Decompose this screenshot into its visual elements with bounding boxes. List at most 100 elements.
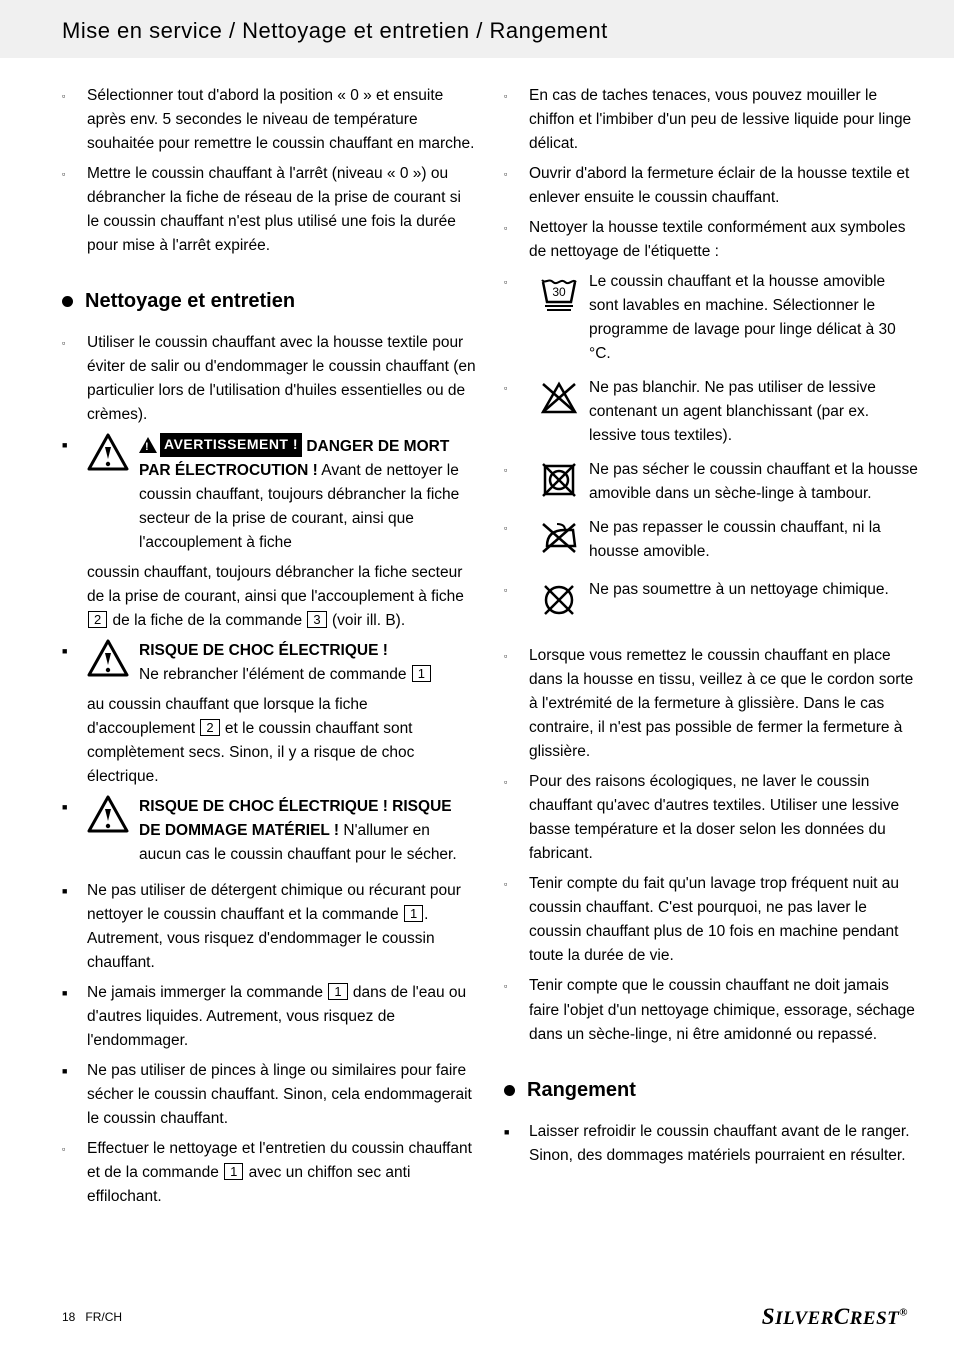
svg-text:30: 30 [552, 285, 566, 299]
section-heading: Nettoyage et entretien [62, 286, 476, 317]
list-item: ■ AVERTISSEM [62, 433, 476, 633]
item-text: Ne jamais immerger la commande 1 dans de… [87, 981, 476, 1053]
badge-triangle-icon [139, 437, 157, 453]
care-text: Le coussin chauffant et la housse amovib… [589, 270, 918, 366]
ref-label: 3 [307, 611, 326, 628]
warning-text: Ne rebrancher l'élément de commande [139, 666, 411, 683]
bullet-hollow: ▫ [62, 1137, 87, 1209]
section-heading: Rangement [504, 1075, 918, 1106]
list-item: ▫ Pour des raisons écologiques, ne laver… [504, 770, 918, 866]
list-item: ▫ Ne pas repasser le coussin chauffant, … [504, 516, 918, 568]
list-item: ■ Laisser refroidir le coussin chauffant… [504, 1120, 918, 1168]
warning-text: de la fiche de la commande [108, 612, 306, 629]
list-item: ■ RISQUE DE CHOC ÉLECTRIQUE ! RISQUE DE … [62, 795, 476, 873]
bullet-hollow: ▫ [504, 872, 529, 968]
bullet-hollow: ▫ [504, 770, 529, 866]
item-text: Effectuer le nettoyage et l'entretien du… [87, 1137, 476, 1209]
bullet-solid: ■ [504, 1120, 529, 1168]
list-item: ▫ Ne pas soumettre à un nettoyage chimiq… [504, 578, 918, 624]
list-item: ▫ 30 Le coussin chauffant et [504, 270, 918, 370]
bullet-solid: ■ [62, 433, 87, 633]
ref-label: 1 [224, 1163, 243, 1180]
item-text: Tenir compte du fait qu'un lavage trop f… [529, 872, 918, 968]
bullet-hollow: ▫ [62, 331, 87, 427]
item-text: En cas de taches tenaces, vous pouvez mo… [529, 84, 918, 156]
warning-bold: RISQUE DE CHOC ÉLECTRIQUE ! [139, 642, 388, 659]
wash-30-icon: 30 [529, 270, 589, 366]
warning-block: RISQUE DE CHOC ÉLECTRIQUE ! RISQUE DE DO… [87, 795, 476, 873]
list-item: ▫ En cas de taches tenaces, vous pouvez … [504, 84, 918, 156]
bullet-solid: ■ [62, 639, 87, 789]
bullet-solid: ■ [62, 879, 87, 975]
bullet-hollow: ▫ [504, 974, 529, 1046]
avertissement-badge: AVERTISSEMENT ! [139, 433, 302, 457]
no-dry-clean-icon [529, 578, 589, 620]
item-text: Ne pas utiliser de détergent chimique ou… [87, 879, 476, 975]
bullet-hollow: ▫ [504, 516, 529, 568]
bullet-hollow: ▫ [62, 162, 87, 258]
item-text: Pour des raisons écologiques, ne laver l… [529, 770, 918, 866]
list-item: ▫ Utiliser le coussin chauffant avec la … [62, 331, 476, 427]
warning-triangle-icon [87, 639, 135, 687]
item-text: Nettoyer la housse textile conformément … [529, 216, 918, 264]
care-text: Ne pas blanchir. Ne pas utiliser de less… [589, 376, 918, 448]
bullet-hollow: ▫ [504, 578, 529, 624]
list-item: ■ Ne pas utiliser de détergent chimique … [62, 879, 476, 975]
item-text: Utiliser le coussin chauffant avec la ho… [87, 331, 476, 427]
left-column: ▫ Sélectionner tout d'abord la position … [62, 84, 476, 1215]
item-text: Ouvrir d'abord la fermeture éclair de la… [529, 162, 918, 210]
item-text: Laisser refroidir le coussin chauffant a… [529, 1120, 918, 1168]
warning-triangle-icon [87, 433, 135, 555]
care-text: Ne pas soumettre à un nettoyage chimique… [589, 578, 918, 620]
right-column: ▫ En cas de taches tenaces, vous pouvez … [504, 84, 918, 1215]
list-item: ▫ Ouvrir d'abord la fermeture éclair de … [504, 162, 918, 210]
list-item: ▫ Lorsque vous remettez le coussin chauf… [504, 644, 918, 764]
bullet-hollow: ▫ [504, 216, 529, 264]
list-item: ▫ Ne pas sécher le coussin chauffant et … [504, 458, 918, 510]
warning-block: RISQUE DE CHOC ÉLECTRIQUE ! Ne rebranche… [87, 639, 476, 789]
no-iron-icon [529, 516, 589, 564]
section-dot-icon [62, 296, 73, 307]
ref-label: 1 [404, 905, 423, 922]
warning-block: AVERTISSEMENT ! DANGER DE MORT PAR ÉLECT… [87, 433, 476, 633]
list-item: ■ RISQUE DE CHOC ÉLECTRIQUE ! Ne [62, 639, 476, 789]
footer-page-info: 18 FR/CH [62, 1310, 122, 1324]
ref-label: 2 [200, 719, 219, 736]
item-text: Ne pas utiliser de pinces à linge ou sim… [87, 1059, 476, 1131]
ref-label: 2 [88, 611, 107, 628]
no-tumble-dry-icon [529, 458, 589, 506]
item-text: Sélectionner tout d'abord la position « … [87, 84, 476, 156]
bullet-hollow: ▫ [62, 84, 87, 156]
item-text: Tenir compte que le coussin chauffant ne… [529, 974, 918, 1046]
bullet-hollow: ▫ [504, 644, 529, 764]
page-header: Mise en service / Nettoyage et entretien… [0, 0, 954, 58]
warning-triangle-icon [87, 795, 135, 867]
ref-label: 1 [328, 983, 347, 1000]
section-title: Nettoyage et entretien [85, 286, 295, 317]
item-text: Mettre le coussin chauffant à l'arrêt (n… [87, 162, 476, 258]
bullet-hollow: ▫ [504, 270, 529, 370]
bullet-solid: ■ [62, 795, 87, 873]
list-item: ▫ Tenir compte que le coussin chauffant … [504, 974, 918, 1046]
bullet-solid: ■ [62, 981, 87, 1053]
section-dot-icon [504, 1085, 515, 1096]
care-text: Ne pas repasser le coussin chauffant, ni… [589, 516, 918, 564]
list-item: ▫ Sélectionner tout d'abord la position … [62, 84, 476, 156]
list-item: ▫ Tenir compte du fait qu'un lavage trop… [504, 872, 918, 968]
bullet-hollow: ▫ [504, 84, 529, 156]
list-item: ▫ Ne pas blanchir. Ne pas utiliser de le… [504, 376, 918, 452]
section-title: Rangement [527, 1075, 636, 1106]
list-item: ▫ Nettoyer la housse textile conformémen… [504, 216, 918, 264]
bullet-hollow: ▫ [504, 458, 529, 510]
care-text: Ne pas sécher le coussin chauffant et la… [589, 458, 918, 506]
page-footer: 18 FR/CH SILVERCREST® [62, 1304, 908, 1330]
list-item: ■ Ne pas utiliser de pinces à linge ou s… [62, 1059, 476, 1131]
content-columns: ▫ Sélectionner tout d'abord la position … [0, 58, 954, 1215]
badge-text: AVERTISSEMENT ! [160, 433, 302, 457]
list-item: ■ Ne jamais immerger la commande 1 dans … [62, 981, 476, 1053]
bullet-solid: ■ [62, 1059, 87, 1131]
list-item: ▫ Effectuer le nettoyage et l'entretien … [62, 1137, 476, 1209]
page-lang: FR/CH [85, 1310, 122, 1324]
warning-text: coussin chauffant, toujours débrancher l… [87, 564, 464, 605]
bullet-hollow: ▫ [504, 162, 529, 210]
